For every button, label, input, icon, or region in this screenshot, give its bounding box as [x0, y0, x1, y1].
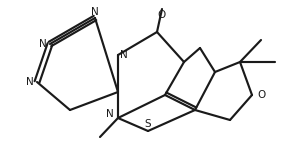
Text: O: O	[257, 90, 265, 100]
Text: N: N	[26, 77, 34, 87]
Text: O: O	[158, 10, 166, 20]
Text: N: N	[106, 109, 114, 119]
Text: N: N	[39, 39, 47, 49]
Text: S: S	[145, 119, 151, 129]
Text: N: N	[91, 7, 99, 17]
Text: N: N	[120, 50, 128, 60]
